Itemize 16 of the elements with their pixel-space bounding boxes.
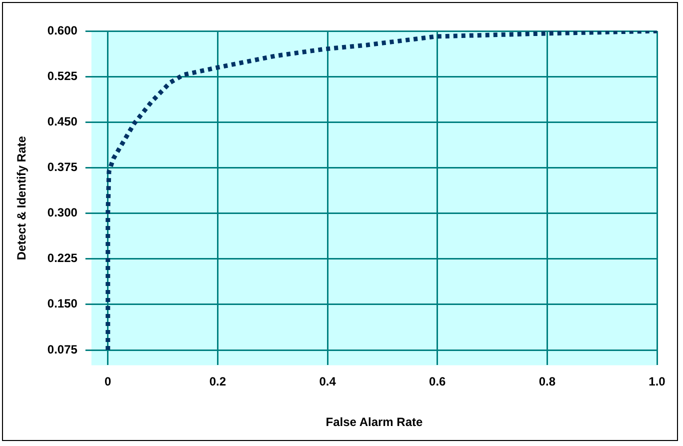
y-tick-label: 0.525 xyxy=(47,68,78,83)
x-axis-title: False Alarm Rate xyxy=(326,415,424,430)
y-tick-label: 0.075 xyxy=(47,342,78,356)
y-tick-label: 0.300 xyxy=(47,206,78,220)
x-tick-label: 0.2 xyxy=(209,374,226,389)
x-tick-label: 0.6 xyxy=(429,374,446,389)
x-tick-label: 0.4 xyxy=(319,374,336,389)
y-tick-label: 0.600 xyxy=(47,23,78,38)
y-axis-title: Detect & Identify Rate xyxy=(14,136,29,260)
x-tick-label: 0.8 xyxy=(538,374,556,389)
y-tick-label: 0.375 xyxy=(47,160,78,174)
y-tick-label: 0.150 xyxy=(47,296,78,311)
y-tick-label: 0.450 xyxy=(47,114,78,128)
y-tick-label: 0.225 xyxy=(47,251,78,266)
x-tick-label: 1.0 xyxy=(648,374,666,389)
x-tick-label: 0 xyxy=(104,374,112,389)
